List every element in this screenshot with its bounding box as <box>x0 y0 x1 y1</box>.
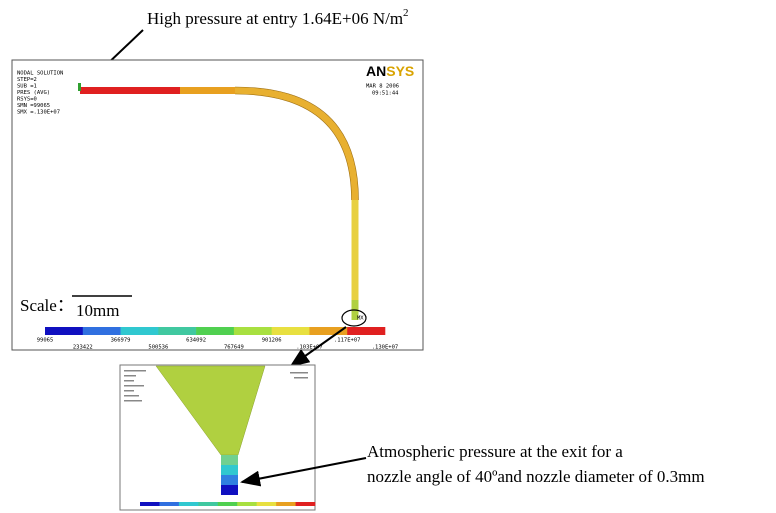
pipe-entry <box>80 87 180 94</box>
ansys-logo: ANSYS <box>366 63 414 79</box>
inset-legend-swatch <box>296 502 316 506</box>
date: MAR 8 2006 <box>366 84 399 90</box>
legend-label: .117E+07 <box>334 338 361 344</box>
inset-legend-swatch <box>179 502 199 506</box>
legend-swatch <box>45 327 83 335</box>
exit-annotation-line1: Atmospheric pressure at the exit for a <box>367 442 623 461</box>
figure: High pressure at entry 1.64E+06 N/m2 NOD… <box>0 0 776 513</box>
legend-swatch <box>83 327 121 335</box>
mx-label: MX <box>357 316 364 322</box>
entry-node <box>78 83 81 91</box>
inset-legend-swatch <box>257 502 277 506</box>
pipe-vertical <box>352 200 359 300</box>
info-line: SMX =.130E+07 <box>17 110 60 116</box>
info-line: SMN =99065 <box>17 103 50 109</box>
legend-label: 901206 <box>262 338 282 344</box>
legend-label: 634092 <box>186 338 206 344</box>
legend-label: 500536 <box>148 345 168 351</box>
figure-svg: High pressure at entry 1.64E+06 N/m2 NOD… <box>0 0 776 513</box>
info-line: RSYS=0 <box>17 97 37 103</box>
legend-swatch <box>196 327 234 335</box>
inset-legend-swatch <box>159 502 179 506</box>
legend-label: 99065 <box>37 338 54 344</box>
scale-label: Scale： <box>20 296 74 315</box>
legend-swatch <box>158 327 196 335</box>
nozzle-stem <box>221 475 238 485</box>
inset-legend-swatch <box>218 502 238 506</box>
info-line: STEP=2 <box>17 77 37 83</box>
legend-swatch <box>121 327 159 335</box>
legend-label: 366979 <box>111 338 131 344</box>
inset-legend-swatch <box>276 502 296 506</box>
legend-label: .130E+07 <box>372 345 399 351</box>
info-line: PRES (AVG) <box>17 90 50 96</box>
info-line: NODAL SOLUTION <box>17 71 63 77</box>
pipe-section <box>180 87 235 94</box>
legend-label: 767649 <box>224 345 244 351</box>
inset-legend-swatch <box>237 502 257 506</box>
nozzle-stem <box>221 465 238 475</box>
entry-annotation: High pressure at entry 1.64E+06 N/m2 <box>147 7 409 28</box>
legend-swatch <box>234 327 272 335</box>
legend-swatch <box>347 327 385 335</box>
info-line: SUB =1 <box>17 84 37 90</box>
scale-value: 10mm <box>76 301 119 320</box>
inset-legend-swatch <box>198 502 218 506</box>
inset-legend <box>140 502 315 506</box>
legend-swatch <box>272 327 310 335</box>
inset-legend-swatch <box>140 502 160 506</box>
time: 09:51:44 <box>372 91 399 97</box>
legend-label: 233422 <box>73 345 93 351</box>
nozzle-stem <box>221 485 238 495</box>
exit-annotation-line2: nozzle angle of 40ºand nozzle diameter o… <box>367 467 705 486</box>
nozzle-stem <box>221 455 238 465</box>
